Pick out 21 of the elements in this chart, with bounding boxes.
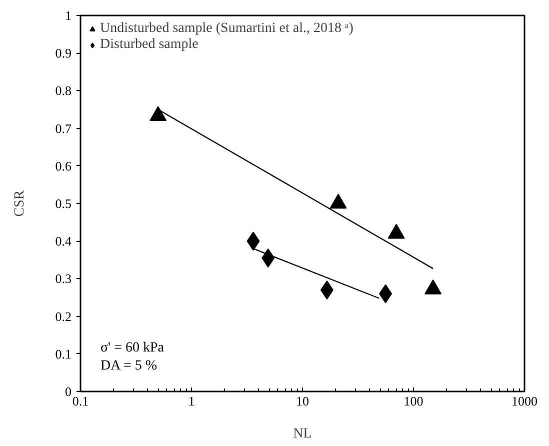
y-axis-title: CSR: [12, 190, 28, 217]
y-tick-label: 0.8: [55, 83, 72, 98]
y-tick-label: 0.3: [55, 271, 72, 286]
y-tick-label: 0.6: [55, 158, 72, 174]
y-tick-label: 0.4: [55, 234, 72, 249]
annotation: σ' = 60 kPa: [100, 340, 165, 356]
y-tick-label: 0.1: [55, 346, 72, 362]
annotation: DA = 5 %: [100, 358, 158, 374]
x-tick-label: 1000: [512, 394, 538, 408]
x-tick-label: 100: [404, 394, 424, 408]
y-tick-label: 1: [65, 8, 72, 23]
y-tick-label: 0.7: [55, 120, 72, 136]
y-tick-label: 0.5: [55, 196, 72, 211]
y-tick-label: 0.2: [55, 308, 72, 324]
x-tick-label: 1: [188, 394, 195, 408]
y-tick-label: 0.9: [55, 46, 72, 61]
x-axis-title: NL: [293, 426, 312, 442]
legend-label: Undisturbed sample (Sumartini et al., 2018 ᵃ): [100, 21, 354, 37]
legend-label: Disturbed sample: [100, 37, 198, 53]
y-tick-label: 0: [65, 384, 72, 399]
x-tick-label: 10: [296, 394, 309, 408]
